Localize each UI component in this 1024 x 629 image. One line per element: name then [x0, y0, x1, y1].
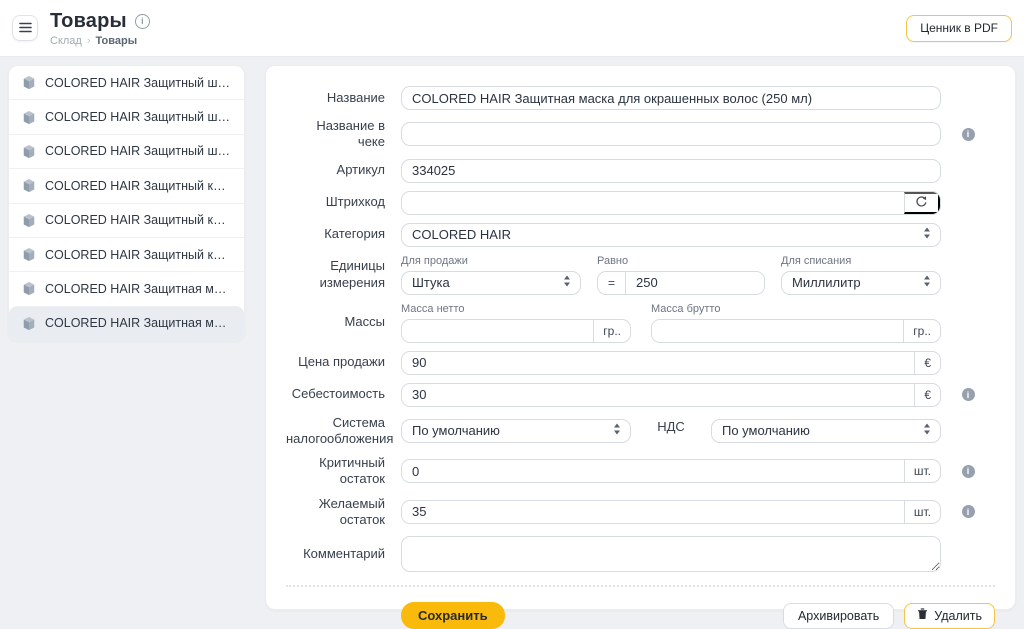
- list-item-label: COLORED HAIR Защитный кондиционе...: [45, 178, 231, 193]
- product-cube-icon: [22, 213, 36, 228]
- units-equals-input[interactable]: [626, 271, 764, 294]
- list-item[interactable]: COLORED HAIR Защитный шампунь дл...: [9, 66, 244, 99]
- units-label: Единицы измерения: [319, 258, 385, 290]
- list-item-label: COLORED HAIR Защитный шампунь дл...: [45, 144, 231, 159]
- sale-price-currency: €: [914, 351, 940, 374]
- list-item-label: COLORED HAIR Защитный кондиционе...: [45, 247, 231, 262]
- barcode-generate-button[interactable]: [904, 191, 940, 214]
- barcode-label: Штрихкод: [325, 194, 385, 210]
- mass-net-input[interactable]: [402, 319, 594, 342]
- form-footer: Сохранить Архивировать Удалить: [286, 602, 995, 629]
- desired-stock-unit: шт.: [903, 500, 940, 523]
- sku-label: Артикул: [336, 162, 385, 178]
- receipt-name-input[interactable]: [401, 122, 941, 147]
- trash-icon: [917, 608, 928, 623]
- breadcrumb-current: Товары: [95, 34, 138, 47]
- critical-stock-label: Критичный остаток: [319, 455, 385, 487]
- product-cube-icon: [22, 75, 36, 90]
- info-icon[interactable]: i: [961, 505, 975, 519]
- list-item[interactable]: COLORED HAIR Защитный шампунь дл...: [9, 133, 244, 168]
- price-tag-pdf-button[interactable]: Ценник в PDF: [906, 14, 1012, 42]
- select-updown-icon: [923, 423, 931, 438]
- units-for-sale-select[interactable]: Штука: [401, 270, 581, 295]
- comment-label: Комментарий: [303, 545, 385, 561]
- cost-price-input[interactable]: [402, 383, 915, 406]
- delete-button[interactable]: Удалить: [904, 602, 995, 629]
- vat-label: НДС: [657, 418, 685, 434]
- desired-stock-label: Желаемый остаток: [318, 495, 385, 527]
- menu-icon: [18, 21, 32, 36]
- chevron-right-icon: ›: [86, 34, 91, 47]
- equals-sign: =: [598, 271, 626, 294]
- list-item-label: COLORED HAIR Защитный шампунь дл...: [45, 75, 231, 90]
- masses-label: Массы: [344, 314, 385, 330]
- select-updown-icon: [923, 275, 931, 290]
- vat-select[interactable]: По умолчанию: [711, 418, 941, 443]
- critical-stock-input[interactable]: [402, 460, 904, 483]
- list-item-label: COLORED HAIR Защитный кондиционе...: [45, 213, 231, 228]
- top-header: Товары i Склад › Товары Ценник в PDF: [0, 0, 1024, 57]
- desired-stock-input[interactable]: [402, 500, 904, 523]
- mass-gross-label: Масса брутто: [651, 302, 721, 315]
- archive-button[interactable]: Архивировать: [782, 602, 895, 629]
- units-writeoff-select[interactable]: Миллилитр: [781, 270, 941, 295]
- cost-price-currency: €: [914, 383, 940, 406]
- product-cube-icon: [22, 316, 36, 331]
- info-icon[interactable]: i: [961, 127, 975, 141]
- tax-system-select[interactable]: По умолчанию: [401, 418, 631, 443]
- mass-gross-unit: гр..: [903, 319, 940, 342]
- list-item-selected[interactable]: COLORED HAIR Защитная маска для ...: [9, 305, 244, 340]
- product-cube-icon: [22, 144, 36, 159]
- list-item[interactable]: COLORED HAIR Защитная маска для ...: [9, 271, 244, 305]
- refresh-icon: [915, 195, 928, 211]
- footer-divider: [286, 585, 995, 587]
- receipt-name-label: Название в чеке: [316, 118, 385, 150]
- product-cube-icon: [22, 247, 36, 262]
- product-cube-icon: [22, 281, 36, 296]
- info-icon[interactable]: i: [134, 13, 150, 29]
- info-icon[interactable]: i: [961, 388, 975, 401]
- critical-stock-unit: шт.: [903, 460, 940, 483]
- product-cube-icon: [22, 178, 36, 193]
- sale-price-input[interactable]: [402, 351, 915, 374]
- select-updown-icon: [563, 275, 571, 290]
- cost-price-label: Себестоимость: [291, 386, 385, 402]
- mass-net-label: Масса нетто: [401, 302, 465, 315]
- units-writeoff-label: Для списания: [781, 254, 852, 267]
- units-for-sale-label: Для продажи: [401, 254, 468, 267]
- sku-input[interactable]: [401, 158, 941, 183]
- sale-price-label: Цена продажи: [298, 354, 385, 370]
- info-icon[interactable]: i: [961, 464, 975, 478]
- list-item-label: COLORED HAIR Защитная маска для ...: [45, 281, 231, 296]
- comment-textarea[interactable]: [401, 536, 941, 572]
- list-item[interactable]: COLORED HAIR Защитный кондиционе...: [9, 168, 244, 202]
- product-form: Название Название в чеке i Артикул Штрих…: [265, 65, 1016, 629]
- list-item-label: COLORED HAIR Защитная маска для ...: [45, 316, 231, 331]
- product-cube-icon: [22, 110, 36, 125]
- name-label: Название: [326, 89, 385, 105]
- name-input[interactable]: [401, 86, 941, 110]
- list-item-label: COLORED HAIR Защитный шампунь дл...: [45, 110, 231, 125]
- save-button[interactable]: Сохранить: [401, 602, 505, 629]
- select-updown-icon: [613, 423, 621, 438]
- select-updown-icon: [923, 227, 931, 242]
- mass-net-unit: гр..: [593, 319, 630, 342]
- barcode-input[interactable]: [402, 191, 904, 214]
- list-item[interactable]: COLORED HAIR Защитный кондиционе...: [9, 236, 244, 271]
- category-label: Категория: [324, 226, 385, 242]
- delete-button-label: Удалить: [934, 608, 982, 623]
- list-item[interactable]: COLORED HAIR Защитный шампунь дл...: [9, 99, 244, 133]
- tax-system-label: Система налогообложения: [286, 414, 394, 446]
- list-item[interactable]: COLORED HAIR Защитный кондиционе...: [9, 202, 244, 237]
- units-equals-label: Равно: [597, 254, 629, 267]
- product-list: COLORED HAIR Защитный шампунь дл... COLO…: [8, 65, 245, 341]
- breadcrumb-parent[interactable]: Склад: [50, 34, 82, 47]
- breadcrumb: Склад › Товары: [50, 35, 150, 47]
- category-select[interactable]: COLORED HAIR: [401, 222, 941, 247]
- mass-gross-input[interactable]: [652, 319, 904, 342]
- menu-button[interactable]: [12, 15, 38, 41]
- page-title: Товары: [50, 9, 127, 32]
